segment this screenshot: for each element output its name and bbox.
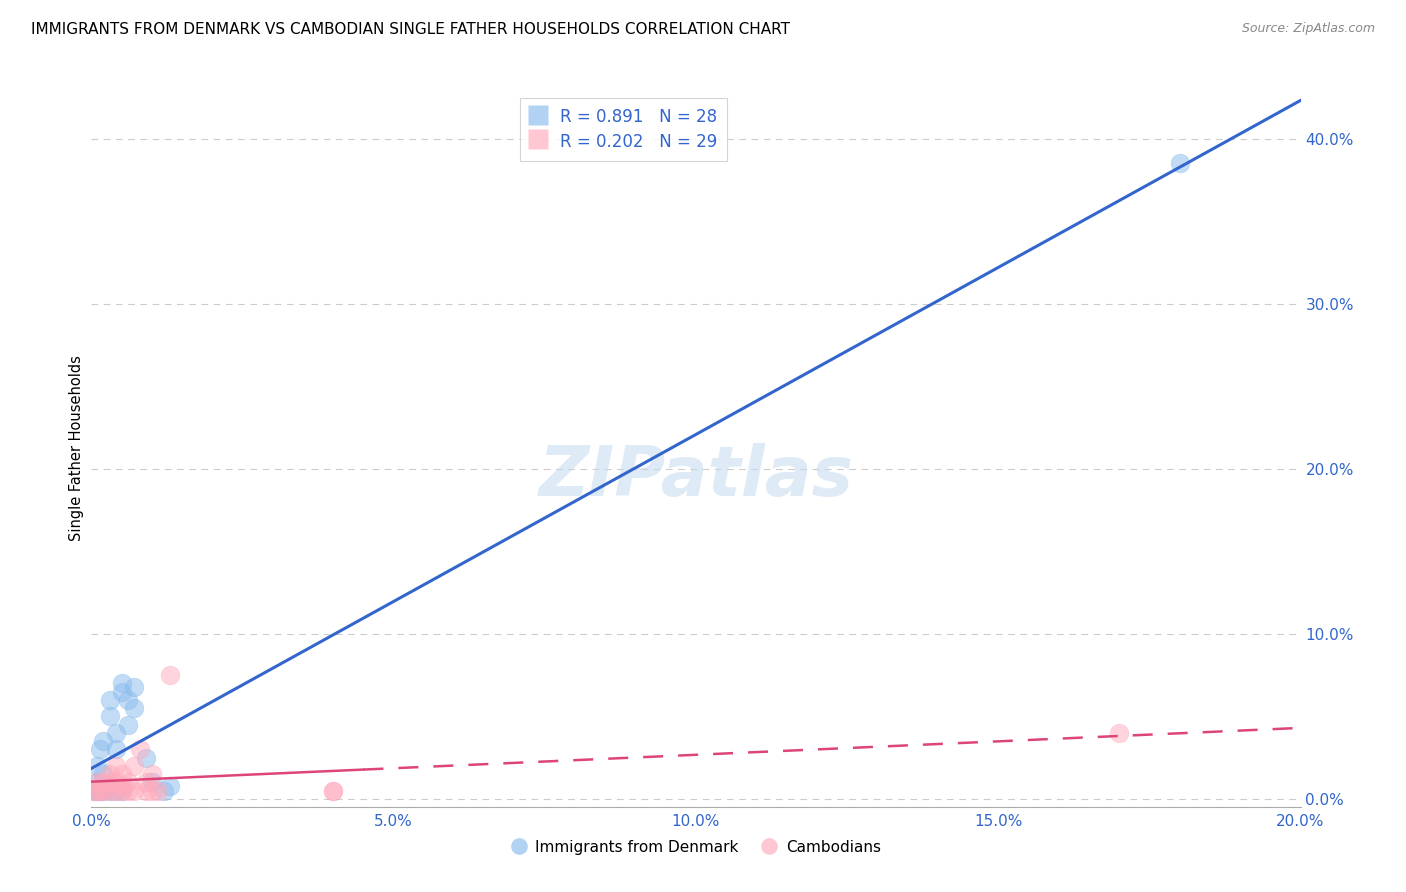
Point <box>98 783 121 797</box>
Point <box>98 767 121 781</box>
Text: ZIPatlas: ZIPatlas <box>538 443 853 510</box>
Point <box>117 783 139 797</box>
Point <box>135 783 157 797</box>
Point <box>111 767 132 781</box>
Point <box>146 783 169 797</box>
Point <box>104 742 127 756</box>
Point <box>122 783 145 797</box>
Point <box>104 726 127 740</box>
Point <box>83 783 105 797</box>
Point <box>128 742 150 756</box>
Point <box>159 779 181 793</box>
Point <box>83 783 105 797</box>
Point <box>111 676 132 690</box>
Text: IMMIGRANTS FROM DENMARK VS CAMBODIAN SINGLE FATHER HOUSEHOLDS CORRELATION CHART: IMMIGRANTS FROM DENMARK VS CAMBODIAN SIN… <box>31 22 790 37</box>
Point <box>98 693 121 707</box>
Point <box>122 759 145 773</box>
Point <box>111 783 132 797</box>
Point <box>104 775 127 789</box>
Point <box>93 734 115 748</box>
Point <box>135 775 157 789</box>
Point <box>135 750 157 764</box>
Point <box>93 767 115 781</box>
Point <box>159 668 181 682</box>
Point <box>98 783 121 797</box>
Point <box>322 783 344 797</box>
Point <box>93 775 115 789</box>
Point <box>111 779 132 793</box>
Text: Source: ZipAtlas.com: Source: ZipAtlas.com <box>1241 22 1375 36</box>
Point <box>122 680 145 694</box>
Point <box>86 783 108 797</box>
Point <box>104 759 127 773</box>
Point <box>1108 726 1130 740</box>
Point <box>122 701 145 715</box>
Legend: Immigrants from Denmark, Cambodians: Immigrants from Denmark, Cambodians <box>505 833 887 861</box>
Point <box>89 783 111 797</box>
Point <box>1168 156 1191 170</box>
Point <box>89 783 111 797</box>
Point <box>111 684 132 698</box>
Point <box>141 775 163 789</box>
Point <box>117 693 139 707</box>
Point <box>141 783 163 797</box>
Point <box>141 767 163 781</box>
Point <box>104 783 127 797</box>
Point <box>93 783 115 797</box>
Point <box>117 717 139 731</box>
Point <box>86 783 108 797</box>
Point <box>104 783 127 797</box>
Point <box>153 783 176 797</box>
Point <box>322 783 344 797</box>
Point <box>93 783 115 797</box>
Point <box>86 775 108 789</box>
Point <box>98 709 121 723</box>
Point <box>98 775 121 789</box>
Point <box>86 775 108 789</box>
Point <box>111 783 132 797</box>
Point <box>86 759 108 773</box>
Point <box>98 779 121 793</box>
Y-axis label: Single Father Households: Single Father Households <box>69 355 83 541</box>
Point <box>117 775 139 789</box>
Point <box>89 742 111 756</box>
